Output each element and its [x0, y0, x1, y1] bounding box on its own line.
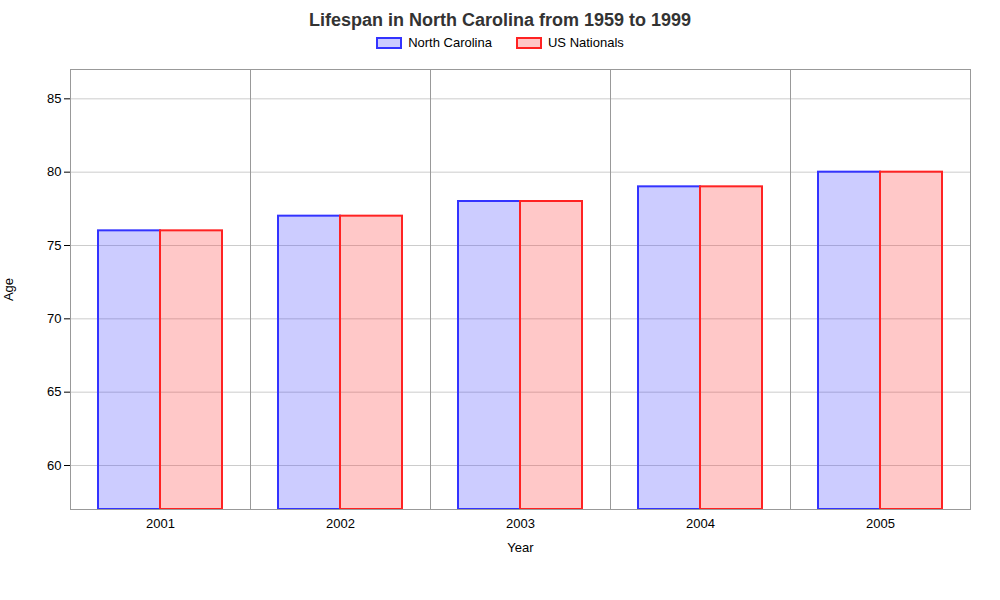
svg-text:80: 80 [47, 164, 61, 179]
html-text:Lifespan in North Carolina fro: Lifespan in North Carolina from 1959 to … [308, 10, 691, 30]
svg-text:2004: 2004 [686, 516, 715, 531]
svg-text:2001: 2001 [146, 516, 175, 531]
svg-text:2005: 2005 [866, 516, 895, 531]
svg-text:75: 75 [47, 238, 61, 253]
svg-text:2003: 2003 [506, 516, 535, 531]
svg-text:2002: 2002 [326, 516, 355, 531]
html-text:US Nationals: US Nationals [548, 35, 624, 50]
svg-text:85: 85 [47, 91, 61, 106]
svg-text:65: 65 [47, 384, 61, 399]
svg-text:70: 70 [47, 311, 61, 326]
svg-text:Year: Year [507, 540, 534, 555]
svg-text:Age: Age [1, 278, 16, 301]
svg-text:60: 60 [47, 458, 61, 473]
html-text:North Carolina: North Carolina [408, 35, 492, 50]
